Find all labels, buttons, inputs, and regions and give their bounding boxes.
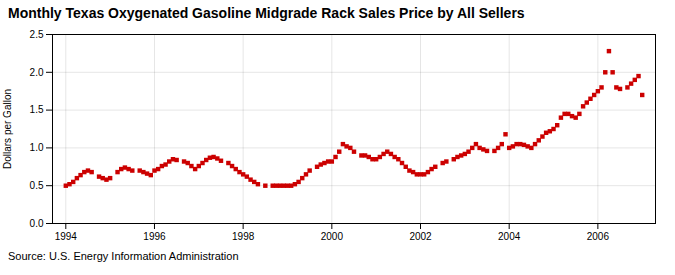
html-text:Source: U.S. Energy Informatio: Source: U.S. Energy Information Administ… (8, 250, 239, 262)
svg-text:2.5: 2.5 (30, 29, 44, 40)
svg-text:1.5: 1.5 (30, 104, 44, 115)
svg-text:2002: 2002 (409, 231, 432, 242)
svg-text:1998: 1998 (232, 231, 255, 242)
svg-text:2006: 2006 (587, 231, 610, 242)
svg-text:0.5: 0.5 (30, 180, 44, 191)
svg-text:2004: 2004 (498, 231, 521, 242)
svg-text:1.0: 1.0 (30, 142, 44, 153)
svg-text:Dollars per Gallon: Dollars per Gallon (2, 89, 13, 169)
html-text:Monthly Texas Oxygenated Gasol: Monthly Texas Oxygenated Gasoline Midgra… (8, 5, 525, 21)
svg-text:1996: 1996 (143, 231, 166, 242)
svg-text:2.0: 2.0 (30, 67, 44, 78)
svg-text:0.0: 0.0 (30, 218, 44, 229)
svg-text:1994: 1994 (55, 231, 78, 242)
svg-text:2000: 2000 (321, 231, 344, 242)
